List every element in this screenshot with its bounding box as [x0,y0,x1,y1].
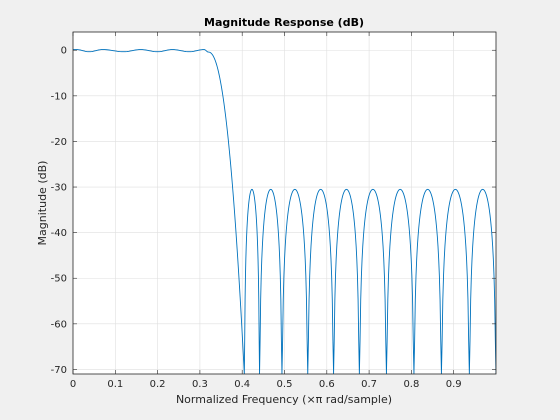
y-tick-labels: 0 -10 -20 -30 -40 -50 -60 -70 [51,46,67,376]
x-tick-label: 0.2 [150,379,166,390]
y-tick-label: -50 [51,274,67,285]
x-tick-label: 0 [70,379,76,390]
x-tick-label: 0.6 [319,379,335,390]
x-tick-label: 0.8 [403,379,419,390]
y-tick-label: -20 [51,137,67,148]
x-axis-label: Normalized Frequency (×π rad/sample) [176,393,392,406]
series-layer [73,49,496,374]
x-tick-label: 0.5 [277,379,293,390]
x-tick-label: 0.3 [192,379,208,390]
y-tick-label: -40 [51,228,67,239]
x-tick-labels: 0 0.1 0.2 0.3 0.4 0.5 0.6 0.7 0.8 0.9 [70,379,462,390]
grid-lines [73,32,496,374]
magnitude-response-line [73,49,496,374]
y-tick-label: -10 [51,91,67,102]
x-tick-label: 0.9 [446,379,462,390]
x-tick-label: 0.4 [234,379,250,390]
y-axis-label: Magnitude (dB) [36,161,49,246]
x-tick-label: 0.7 [361,379,377,390]
y-tick-label: -70 [51,365,67,376]
y-tick-label: -60 [51,319,67,330]
x-tick-label: 0.1 [107,379,123,390]
axes-box [72,31,497,375]
y-tick-label: -30 [51,183,67,194]
chart-title: Magnitude Response (dB) [204,16,364,29]
y-tick-label: 0 [61,46,67,57]
